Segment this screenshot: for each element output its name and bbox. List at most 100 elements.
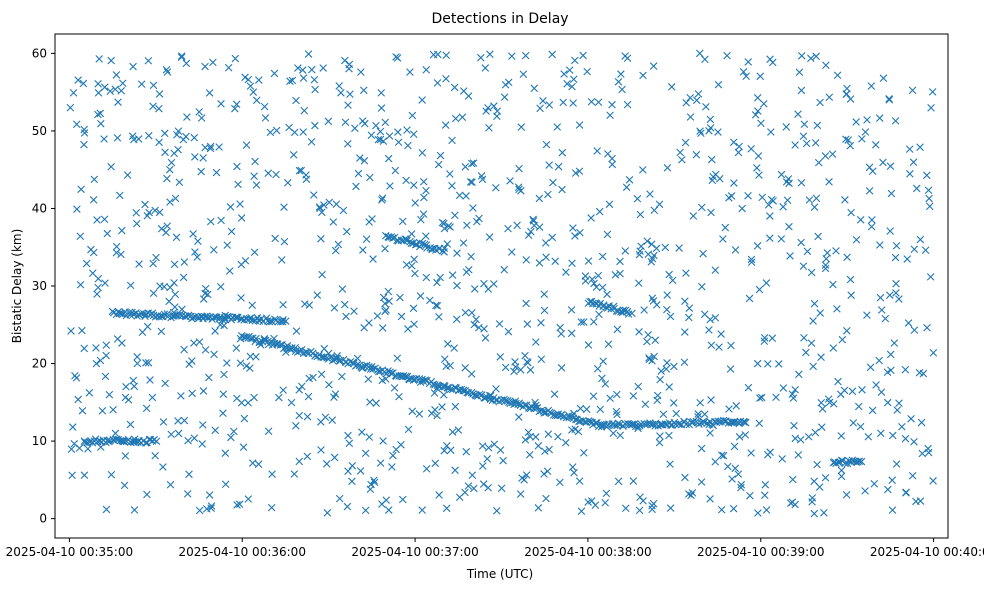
data-point	[440, 391, 448, 399]
data-point	[221, 449, 230, 458]
data-point	[795, 68, 804, 77]
data-point	[623, 100, 632, 109]
data-point	[745, 294, 754, 303]
data-point	[446, 170, 454, 178]
data-point	[694, 90, 703, 98]
data-point	[292, 421, 300, 430]
data-point	[356, 467, 365, 475]
data-point	[352, 182, 360, 191]
data-point	[682, 98, 691, 107]
data-point	[448, 428, 457, 436]
data-point	[697, 444, 706, 453]
data-point	[648, 505, 656, 514]
data-point	[545, 101, 554, 109]
data-point	[310, 75, 319, 84]
data-point	[161, 148, 169, 157]
data-point	[398, 495, 407, 504]
data-point	[506, 177, 514, 185]
data-point	[270, 69, 279, 78]
data-point	[250, 248, 259, 257]
data-point	[406, 68, 414, 76]
data-point	[230, 427, 238, 436]
data-point	[823, 249, 832, 257]
data-point	[877, 388, 886, 396]
data-point	[811, 428, 820, 437]
data-point	[361, 119, 369, 128]
data-point	[205, 491, 214, 499]
data-point	[612, 307, 621, 315]
data-point	[159, 418, 168, 426]
data-point	[791, 385, 799, 394]
data-point	[577, 507, 586, 516]
data-point	[223, 241, 232, 249]
data-point	[195, 108, 203, 116]
data-point	[453, 249, 461, 258]
data-point	[467, 370, 476, 378]
data-point	[508, 52, 516, 60]
data-point	[261, 114, 270, 122]
data-point	[78, 407, 87, 415]
data-point	[206, 217, 215, 226]
data-point	[446, 446, 455, 454]
data-point	[422, 241, 431, 249]
data-point	[166, 198, 174, 206]
data-point	[881, 314, 890, 323]
data-point	[384, 506, 393, 514]
data-point	[165, 297, 173, 306]
data-point	[220, 370, 228, 379]
data-point	[199, 387, 208, 395]
data-point	[280, 203, 288, 211]
data-point	[876, 241, 884, 249]
data-point	[184, 436, 192, 445]
data-point	[521, 351, 529, 360]
data-point	[266, 128, 275, 137]
data-point	[621, 247, 630, 255]
data-point	[629, 392, 638, 400]
data-point	[195, 506, 204, 515]
data-point	[396, 293, 404, 302]
data-point	[311, 121, 319, 130]
data-point	[477, 172, 486, 180]
data-point	[753, 359, 762, 368]
data-point	[461, 163, 470, 171]
data-point	[166, 480, 175, 489]
data-point	[255, 76, 263, 84]
data-point	[686, 113, 695, 121]
data-point	[858, 386, 866, 394]
data-point	[436, 151, 445, 160]
data-point	[286, 77, 294, 85]
data-point	[109, 405, 117, 414]
data-point	[317, 234, 325, 243]
data-point	[74, 395, 82, 404]
data-point	[160, 129, 169, 138]
data-point	[76, 232, 85, 241]
data-point	[924, 448, 933, 457]
data-point	[370, 478, 379, 487]
data-point	[348, 462, 357, 470]
data-point	[841, 196, 849, 204]
data-point	[393, 54, 402, 62]
data-point	[496, 353, 505, 361]
data-point	[450, 344, 458, 352]
data-point	[188, 389, 196, 398]
data-point	[540, 306, 549, 315]
data-point	[901, 365, 910, 374]
data-point	[534, 504, 543, 512]
data-point	[361, 449, 370, 458]
data-point	[648, 294, 657, 303]
data-point	[883, 398, 892, 407]
data-point	[94, 89, 103, 97]
data-point	[337, 88, 345, 97]
data-point	[370, 476, 378, 485]
data-point	[837, 432, 846, 440]
data-point	[865, 187, 874, 195]
data-point	[442, 51, 451, 60]
data-point	[279, 300, 287, 309]
data-point	[858, 135, 866, 143]
data-point	[531, 398, 539, 407]
data-point	[135, 260, 143, 268]
data-point	[395, 392, 403, 401]
data-point	[791, 500, 799, 509]
data-point	[892, 289, 900, 297]
data-point	[825, 178, 833, 186]
